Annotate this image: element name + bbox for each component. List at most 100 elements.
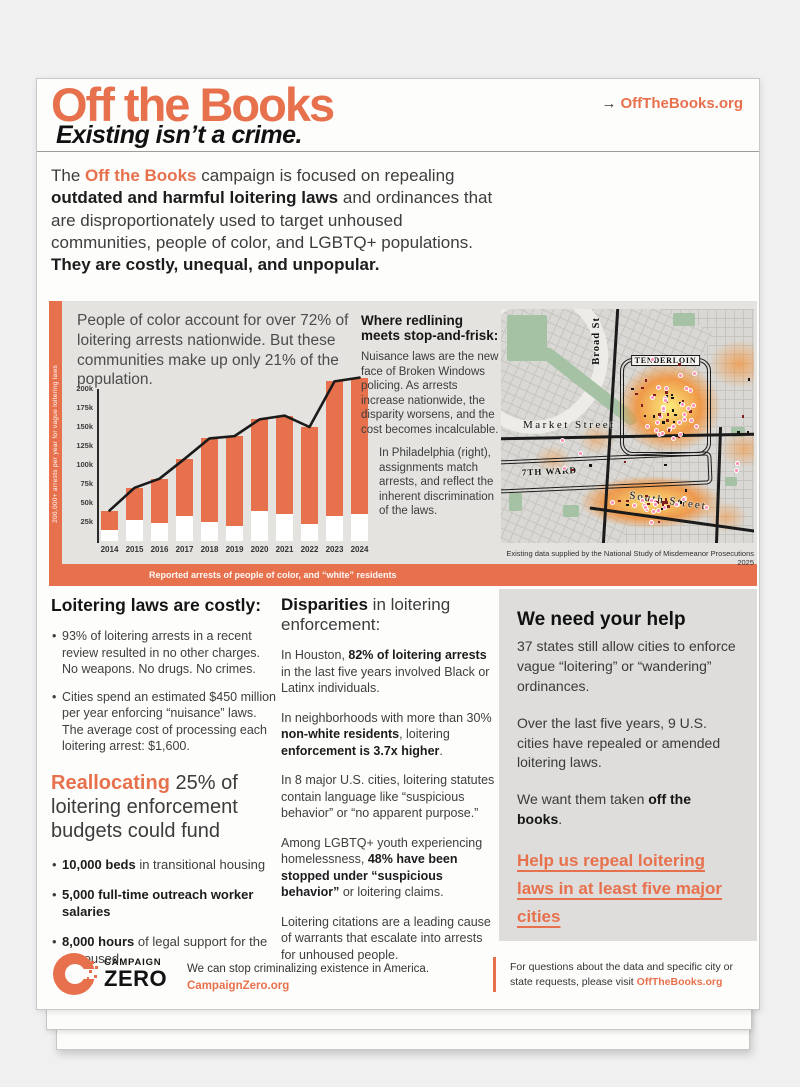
bar-2014 [101, 510, 118, 541]
panel-side-strip: 200,000+ arrests per year for vague loit… [49, 301, 62, 586]
redlining-column: Where redlining meets stop-and-frisk: Nu… [361, 313, 499, 528]
arrest-dot [670, 393, 674, 396]
costly-bullets: 93% of loitering arrests in a recent rev… [51, 628, 277, 755]
arrest-dot [671, 437, 675, 441]
arrest-dot [665, 400, 669, 404]
text: . [558, 811, 563, 828]
bar-2021 [276, 415, 293, 541]
arrest-dot [651, 509, 655, 513]
arrest-dot [643, 415, 647, 418]
x-tick-label: 2020 [250, 545, 269, 554]
arrest-dot [665, 501, 668, 504]
x-tick-label: 2014 [100, 545, 119, 554]
arrest-dot [661, 431, 665, 435]
arrest-dot [677, 421, 681, 425]
arrest-dot [650, 499, 654, 503]
arrest-dot [660, 507, 663, 511]
arrest-dot [674, 413, 677, 417]
arrest-dot [690, 419, 694, 423]
redlining-paragraph: Nuisance laws are the new face of Broken… [361, 351, 499, 436]
arrest-dot [625, 499, 629, 503]
arrest-dot [640, 404, 644, 407]
x-tick-label: 2021 [275, 545, 294, 554]
arrest-dot [610, 501, 614, 505]
arrest-dot [645, 508, 649, 512]
reallocating-rest: 25% of loitering enforcement budgets cou… [51, 771, 238, 843]
arrest-dot [689, 410, 692, 413]
arrest-dot [560, 439, 564, 443]
fund-bold: 8,000 hours [62, 934, 135, 950]
arrest-dot [664, 387, 668, 391]
arrest-dot [642, 504, 646, 508]
arrest-dot [671, 397, 674, 400]
intro-text: and ordinances that are disproportionate… [51, 188, 493, 252]
seventh-ward-label: 7TH WARD [521, 465, 578, 478]
arrest-dot [661, 408, 665, 412]
arrest-dot [683, 497, 687, 501]
campaignzero-link[interactable]: CampaignZero.org [187, 979, 290, 992]
disparities-heading: Disparities in loitering enforcement: [281, 595, 495, 635]
arrest-dot [659, 415, 663, 419]
wordmark-line2: ZERO [104, 966, 168, 992]
bar-2015 [126, 487, 143, 541]
arrest-dot [626, 504, 629, 507]
list-item: Cities spend an estimated $450 million p… [51, 689, 277, 755]
text: In neighborhoods with more than 30% [281, 710, 492, 725]
costly-heading: Loitering laws are costly: [51, 595, 262, 615]
arrest-dot [679, 401, 682, 405]
arrest-dot [631, 387, 634, 391]
y-tick-label: 125k [76, 441, 93, 450]
bar-2017 [176, 458, 193, 541]
text-bold: non-white residents [281, 727, 400, 742]
disparities-paragraph: In neighborhoods with more than 30% non-… [281, 710, 495, 760]
arrest-dot [661, 503, 665, 507]
text-bold: 48% have been stopped under “suspicious … [281, 852, 458, 900]
disparities-heading-rest: in loitering enforcement: [281, 595, 451, 635]
arrest-dot [640, 499, 644, 503]
arrest-dot [655, 429, 659, 433]
text: . [439, 743, 443, 758]
list-item: 5,000 full-time outreach worker salaries [51, 886, 277, 920]
tenderloin-label: TENDERLOIN [630, 355, 701, 366]
intro-paragraph: The Off the Books campaign is focused on… [51, 165, 503, 276]
arrest-dot [658, 413, 661, 416]
help-paragraph: Over the last five years, 9 U.S. cities … [517, 714, 721, 771]
arrest-dot [618, 499, 621, 503]
arrest-dot [677, 434, 681, 438]
x-tick-label: 2024 [350, 545, 369, 554]
arrest-dot [686, 406, 690, 410]
chart-y-axis [97, 389, 99, 543]
site-link[interactable]: → OffTheBooks.org [602, 95, 744, 112]
arrest-dot [683, 413, 687, 417]
arrest-dot [666, 419, 669, 422]
arrest-dot [665, 391, 668, 395]
arrest-dot [747, 378, 750, 381]
help-repeal-link[interactable]: Help us repeal loitering laws in at leas… [517, 851, 723, 927]
wordmark-line1: CAMPAIGN [104, 956, 162, 968]
arrest-dot [737, 431, 740, 434]
arrest-dot [635, 392, 638, 396]
help-paragraph: We want them taken off the books. [517, 790, 739, 830]
page-tagline: Existing isn’t a crime. [56, 121, 302, 149]
y-tick-label: 200k [76, 384, 93, 393]
y-tick-label: 150k [76, 422, 93, 431]
y-tick-label: 100k [76, 460, 93, 469]
y-tick-label: 175k [76, 403, 93, 412]
arrest-dot [648, 498, 651, 502]
bar-2023 [326, 381, 343, 541]
bar-2018 [201, 438, 218, 541]
header-divider [37, 151, 759, 152]
arrest-dot [662, 501, 665, 504]
arrest-dot [641, 386, 644, 390]
offthebooks-link[interactable]: OffTheBooks.org [636, 975, 723, 988]
x-tick-label: 2019 [225, 545, 244, 554]
arrest-dot [649, 520, 653, 524]
arrest-dot [736, 462, 740, 466]
panel-headline: People of color account for over 72% of … [77, 312, 349, 389]
list-item: 10,000 beds in transitional housing [51, 856, 277, 873]
arrest-dot [623, 460, 627, 464]
arrest-dot [657, 520, 661, 524]
y-tick-label: 75k [80, 479, 93, 488]
redlining-paragraph-indented: In Philadelphia (right), assignments mat… [379, 447, 495, 518]
bar-2022 [301, 427, 318, 541]
